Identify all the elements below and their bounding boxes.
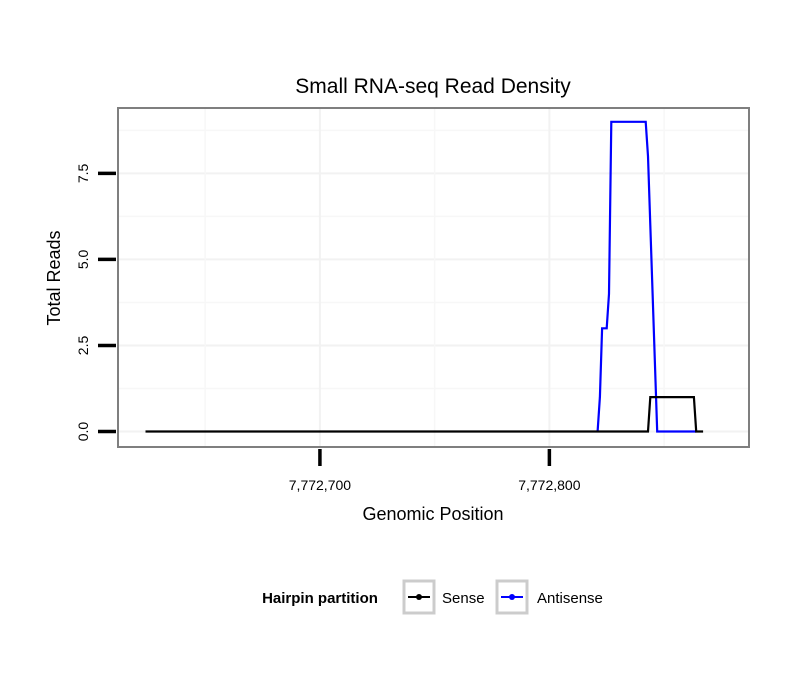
legend-dot-sense (416, 594, 422, 600)
x-axis-label: Genomic Position (362, 504, 503, 524)
x-tick-label: 7,772,800 (518, 477, 580, 493)
y-axis-label: Total Reads (44, 230, 64, 325)
gridlines (118, 108, 749, 447)
legend: Hairpin partition Sense Antisense (262, 579, 603, 615)
x-tick-label: 7,772,700 (289, 477, 351, 493)
plot-panel-border (117, 107, 750, 448)
series-line-antisense (596, 120, 697, 433)
legend-label-sense: Sense (442, 590, 485, 607)
series-layer (145, 120, 704, 433)
chart-title: Small RNA-seq Read Density (295, 75, 571, 98)
x-axis: 7,772,700 7,772,800 (289, 449, 581, 493)
legend-title: Hairpin partition (262, 590, 378, 607)
y-tick-label: 2.5 (75, 336, 91, 356)
y-tick-label: 0.0 (75, 422, 91, 442)
series-line-sense (145, 396, 704, 433)
legend-dot-antisense (509, 594, 515, 600)
y-axis: 0.0 2.5 5.0 7.5 (75, 163, 116, 441)
legend-label-antisense: Antisense (537, 590, 603, 607)
y-tick-label: 7.5 (75, 163, 91, 183)
y-tick-label: 5.0 (75, 249, 91, 269)
